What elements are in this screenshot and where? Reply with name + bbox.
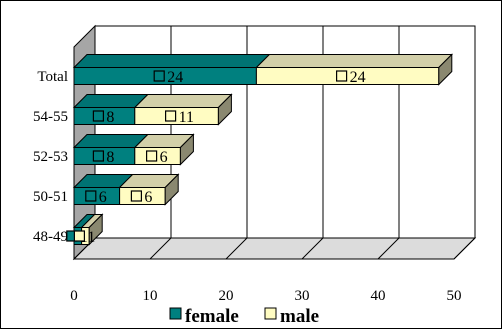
data-label-marker-male-Total	[336, 70, 348, 82]
x-axis-ticks: 0 10 20 30 40 50	[70, 288, 461, 304]
x-tick-label-0: 0	[70, 288, 78, 304]
bar-top-female-Total	[72, 54, 271, 68]
bar-side-52-53	[179, 133, 194, 166]
bar-female-50-51	[73, 187, 121, 205]
x-tick-label-50: 50	[447, 288, 462, 304]
bar-top-male-Total	[255, 54, 454, 68]
y-axis-category-labels: Total 54-55 52-53 50-51 48-49	[33, 69, 68, 245]
bar-male-Total	[255, 67, 440, 85]
y-tick-label-Total: Total	[37, 69, 68, 85]
x-tick-label-30: 30	[295, 288, 310, 304]
x-tick-label-20: 20	[219, 288, 234, 304]
legend-label-male: male	[280, 306, 319, 327]
data-label-male-50-51: 6	[144, 189, 152, 206]
x-tick-label-40: 40	[371, 288, 386, 304]
legend-label-female: female	[185, 306, 239, 327]
bar-male-50-51	[119, 187, 166, 205]
data-label-marker-female-52-53	[92, 150, 105, 162]
data-label-male-52-53: 6	[160, 149, 168, 166]
bar-top-male-54-55	[133, 94, 233, 108]
y-tick-label-54-55: 54-55	[33, 109, 68, 125]
data-label-male-54-55: 11	[179, 109, 194, 126]
bar-group-54-55: 8 11	[72, 93, 233, 126]
y-tick-label-48-49: 48-49	[33, 229, 68, 245]
legend-swatch-female	[169, 307, 182, 320]
data-label-marker-male-50-51	[130, 190, 142, 202]
y-tick-label-52-53: 52-53	[33, 149, 68, 165]
bar-group-48-49: 11	[66, 213, 104, 246]
bar-female-54-55	[73, 107, 136, 125]
floor-gridline-30	[301, 237, 324, 260]
bar-side-50-51	[164, 173, 179, 206]
legend: female male	[169, 306, 319, 327]
floor-gridline-20	[225, 237, 248, 260]
data-label-marker-female-Total	[153, 70, 165, 82]
bar-female-Total	[73, 67, 257, 85]
floor	[72, 237, 477, 260]
data-label-female-52-53: 8	[106, 149, 114, 166]
bar-group-Total: 24 24	[72, 53, 454, 86]
y-tick-label-50-51: 50-51	[33, 189, 68, 205]
floor-gridline-50	[453, 237, 476, 260]
bar-male-52-53	[134, 147, 181, 165]
data-label-marker-male-52-53	[146, 150, 158, 162]
data-label-male-Total: 24	[350, 69, 366, 86]
bar-side-54-55	[217, 93, 232, 126]
data-label-marker-female-50-51	[85, 190, 97, 202]
bar-female-52-53	[73, 147, 136, 165]
bars: 2424811866611	[66, 53, 454, 246]
data-label-female-Total: 24	[167, 69, 183, 86]
legend-swatch-male	[264, 307, 277, 320]
floor-gridline-10	[149, 237, 172, 260]
data-label-marker-male-48-49	[73, 230, 86, 242]
data-label-female-50-51: 6	[99, 189, 107, 206]
x-tick-label-10: 10	[143, 288, 158, 304]
data-label-marker-female-54-55	[92, 110, 105, 122]
data-label-female-54-55: 8	[106, 109, 114, 126]
data-label-marker-male-54-55	[165, 110, 177, 122]
floor-gridline-40	[377, 237, 400, 260]
bar-male-54-55	[134, 107, 219, 125]
data-label-male-48-49: 1	[87, 229, 95, 246]
bar-side-48-49	[88, 213, 103, 246]
bar-side-Total	[438, 53, 453, 86]
